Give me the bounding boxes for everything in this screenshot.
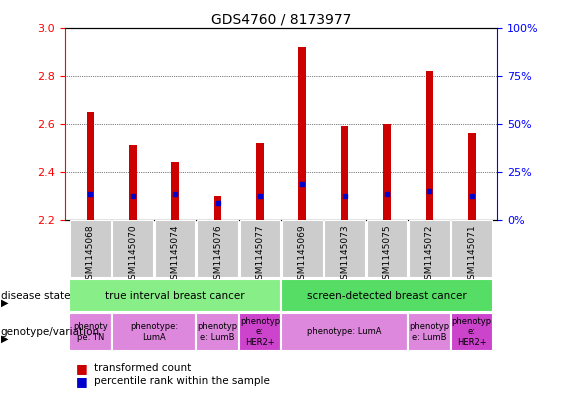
- Text: GSM1145074: GSM1145074: [171, 225, 180, 285]
- Bar: [256, 143, 264, 220]
- Text: GSM1145073: GSM1145073: [340, 225, 349, 285]
- Text: phenoty
pe: TN: phenoty pe: TN: [73, 322, 108, 342]
- Text: phenotyp
e: LumB: phenotyp e: LumB: [409, 322, 450, 342]
- Text: disease state: disease state: [1, 291, 70, 301]
- Bar: [282, 220, 323, 277]
- Bar: [425, 71, 433, 220]
- Bar: [155, 220, 195, 277]
- Bar: [298, 47, 306, 220]
- Bar: [112, 313, 197, 351]
- Bar: [367, 220, 407, 277]
- Bar: [112, 220, 153, 277]
- Text: GSM1145075: GSM1145075: [383, 225, 392, 285]
- Bar: [281, 279, 493, 312]
- Bar: [383, 124, 391, 220]
- Bar: [129, 145, 137, 220]
- Bar: [468, 133, 476, 220]
- Bar: [324, 220, 365, 277]
- Text: GSM1145068: GSM1145068: [86, 225, 95, 285]
- Text: phenotype: LumA: phenotype: LumA: [307, 327, 382, 336]
- Text: percentile rank within the sample: percentile rank within the sample: [94, 376, 270, 386]
- Text: ■: ■: [76, 362, 88, 375]
- Bar: [171, 162, 179, 220]
- Text: phenotyp
e: LumB: phenotyp e: LumB: [197, 322, 238, 342]
- Text: GSM1145076: GSM1145076: [213, 225, 222, 285]
- Bar: [69, 313, 112, 351]
- Bar: [409, 220, 450, 277]
- Text: phenotyp
e:
HER2+: phenotyp e: HER2+: [240, 317, 280, 347]
- Bar: [238, 313, 281, 351]
- Title: GDS4760 / 8173977: GDS4760 / 8173977: [211, 12, 351, 26]
- Bar: [214, 196, 221, 220]
- Bar: [408, 313, 451, 351]
- Bar: [197, 220, 238, 277]
- Text: transformed count: transformed count: [94, 363, 192, 373]
- Bar: [341, 126, 349, 220]
- Bar: [86, 112, 94, 220]
- Text: GSM1145071: GSM1145071: [467, 225, 476, 285]
- Bar: [451, 313, 493, 351]
- Text: true interval breast cancer: true interval breast cancer: [105, 291, 245, 301]
- Text: GSM1145072: GSM1145072: [425, 225, 434, 285]
- Bar: [451, 220, 492, 277]
- Text: ▶: ▶: [1, 298, 8, 308]
- Text: GSM1145069: GSM1145069: [298, 225, 307, 285]
- Text: genotype/variation: genotype/variation: [1, 327, 99, 337]
- Bar: [240, 220, 280, 277]
- Text: phenotype:
LumA: phenotype: LumA: [130, 322, 178, 342]
- Bar: [281, 313, 408, 351]
- Bar: [197, 313, 238, 351]
- Bar: [69, 279, 281, 312]
- Text: ▶: ▶: [1, 334, 8, 344]
- Text: screen-detected breast cancer: screen-detected breast cancer: [307, 291, 467, 301]
- Text: GSM1145070: GSM1145070: [128, 225, 137, 285]
- Text: ■: ■: [76, 375, 88, 388]
- Text: phenotyp
e:
HER2+: phenotyp e: HER2+: [451, 317, 492, 347]
- Text: GSM1145077: GSM1145077: [255, 225, 264, 285]
- Bar: [70, 220, 111, 277]
